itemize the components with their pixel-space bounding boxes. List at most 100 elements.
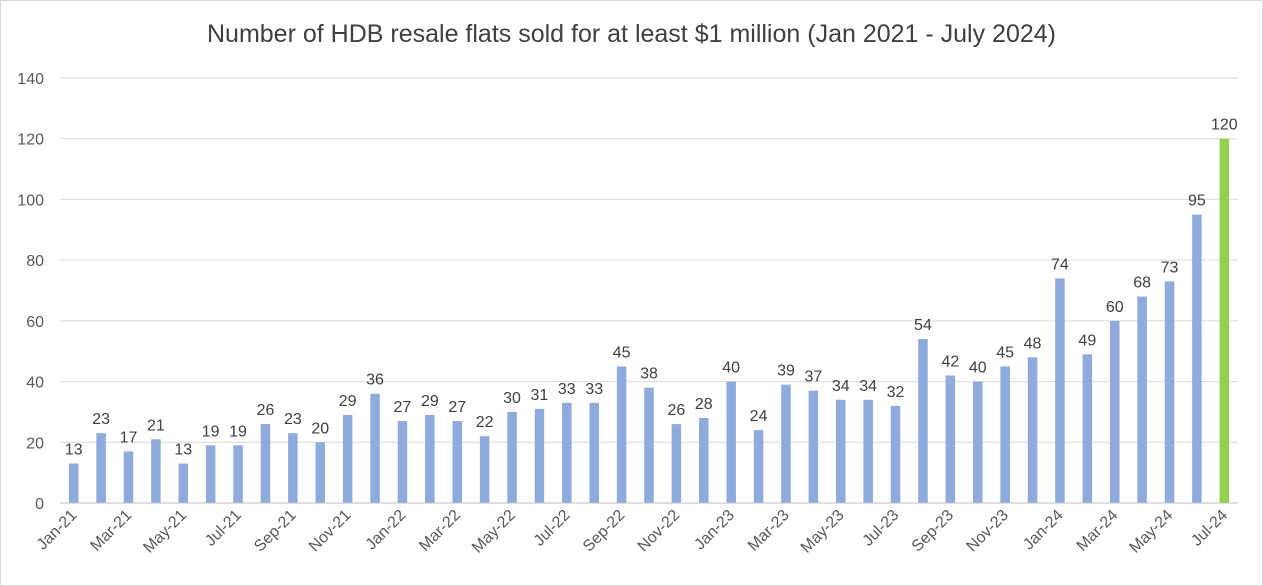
y-tick-label: 60 (26, 314, 44, 331)
data-label: 40 (722, 360, 740, 377)
data-label: 34 (832, 378, 850, 395)
data-label: 34 (859, 378, 877, 395)
bar (863, 399, 873, 503)
data-label: 74 (1051, 256, 1069, 273)
y-tick-label: 80 (26, 253, 44, 270)
data-label: 24 (750, 408, 768, 425)
bar (479, 436, 490, 503)
y-axis: 0 20 40 60 80 100 120 140 (17, 71, 44, 513)
data-label: 37 (804, 369, 822, 386)
data-label: 73 (1161, 259, 1179, 276)
x-tick-label: Jan-21 (34, 507, 81, 554)
bar (151, 439, 161, 503)
data-label: 32 (887, 384, 905, 401)
data-label: 27 (394, 399, 412, 416)
data-label: 54 (914, 317, 932, 334)
bar (644, 387, 654, 503)
data-label: 22 (476, 414, 494, 431)
bar (1000, 366, 1010, 503)
y-tick-label: 20 (26, 435, 44, 452)
bar (781, 384, 791, 503)
x-tick-label: Mar-24 (1074, 507, 1122, 555)
x-tick-label: Jul-21 (202, 507, 245, 550)
bar (288, 433, 298, 503)
bar (1027, 357, 1038, 503)
data-label: 29 (339, 393, 357, 410)
data-label: 42 (941, 354, 959, 371)
bar (671, 424, 682, 503)
bar (425, 414, 435, 503)
y-tick-label: 100 (17, 192, 44, 209)
bar (1137, 296, 1147, 503)
x-tick-label: Nov-23 (963, 507, 1012, 556)
bar (96, 433, 106, 503)
data-label: 49 (1078, 332, 1096, 349)
bar (836, 399, 846, 503)
data-label: 23 (92, 411, 110, 428)
data-label: 23 (284, 411, 302, 428)
bar (753, 430, 764, 503)
bar (808, 390, 819, 503)
x-tick-label: Jan-22 (363, 507, 410, 554)
bar (315, 442, 326, 503)
bar (589, 402, 599, 503)
bar (233, 445, 243, 503)
data-label: 28 (695, 396, 713, 413)
data-label: 38 (640, 366, 658, 383)
bar (260, 424, 271, 503)
data-label: 33 (558, 381, 576, 398)
x-tick-label: Jan-23 (691, 507, 738, 554)
x-tick-label: May-21 (140, 507, 190, 557)
data-label: 120 (1211, 117, 1238, 134)
x-tick-label: Jul-22 (531, 507, 574, 550)
bar (616, 366, 627, 503)
data-labels: 13 23 17 21 13 19 19 26 23 20 29 36 27 29 27 22 30 31 33 33… (65, 117, 1238, 459)
bar (1055, 278, 1065, 503)
y-tick-label: 0 (35, 496, 44, 513)
x-tick-label: Sep-22 (580, 507, 629, 556)
x-tick-label: Nov-21 (306, 507, 355, 556)
data-label: 26 (257, 402, 275, 419)
bar (178, 463, 189, 503)
data-label: 20 (311, 420, 329, 437)
data-label: 19 (202, 423, 220, 440)
bars (68, 138, 1230, 503)
data-label: 95 (1188, 193, 1206, 210)
x-tick-label: May-23 (798, 507, 848, 557)
data-label: 30 (503, 390, 521, 407)
bar (726, 381, 736, 503)
data-label: 36 (366, 372, 384, 389)
x-tick-label: Mar-22 (416, 507, 464, 555)
x-tick-label: Mar-23 (745, 507, 793, 555)
bar (397, 421, 408, 503)
bar (452, 421, 462, 503)
x-tick-label: Nov-22 (635, 507, 684, 556)
gridlines (60, 77, 1238, 443)
x-tick-label: Jul-23 (860, 507, 903, 550)
bar (534, 408, 545, 503)
data-label: 39 (777, 363, 795, 380)
bar (342, 414, 353, 503)
y-tick-label: 140 (17, 71, 44, 88)
bar (123, 451, 134, 503)
data-label: 13 (65, 442, 83, 459)
x-tick-label: May-22 (469, 507, 519, 557)
x-axis: Jan-21 Mar-21 May-21 Jul-21 Sep-21 Nov-21 Jan-… (34, 502, 1238, 557)
data-label: 19 (229, 423, 247, 440)
data-label: 68 (1133, 275, 1151, 292)
bar (918, 339, 928, 503)
bar (1192, 214, 1202, 503)
data-label: 60 (1106, 299, 1124, 316)
bar (68, 463, 79, 503)
bar (890, 405, 901, 503)
bar (945, 375, 956, 503)
data-label: 29 (421, 393, 439, 410)
x-tick-label: Mar-21 (87, 507, 135, 555)
bar (205, 445, 216, 503)
bar (562, 402, 572, 503)
bar (1219, 138, 1230, 503)
bar (1109, 320, 1120, 503)
data-label: 40 (969, 360, 987, 377)
data-label: 27 (448, 399, 466, 416)
